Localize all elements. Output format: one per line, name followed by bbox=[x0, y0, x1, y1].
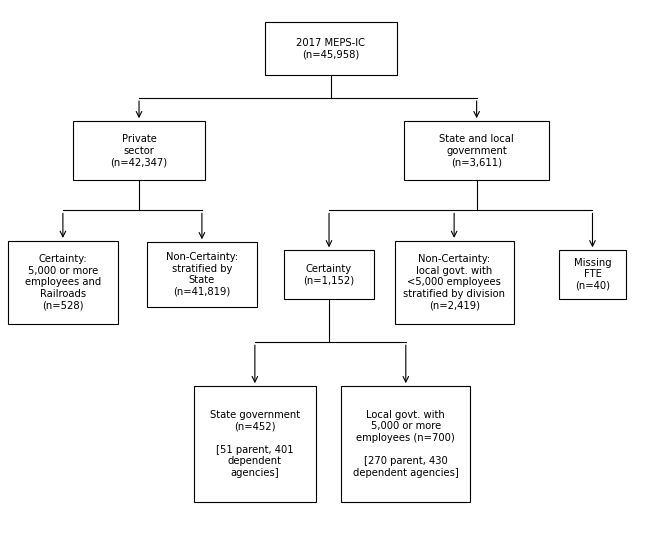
FancyBboxPatch shape bbox=[8, 241, 118, 324]
Text: State and local
government
(n=3,611): State and local government (n=3,611) bbox=[440, 134, 514, 167]
FancyBboxPatch shape bbox=[395, 241, 514, 324]
Text: Certainty
(n=1,152): Certainty (n=1,152) bbox=[303, 264, 355, 285]
FancyBboxPatch shape bbox=[147, 242, 256, 307]
FancyBboxPatch shape bbox=[193, 386, 316, 501]
Text: Non-Certainty:
local govt. with
<5,000 employees
stratified by division
(n=2,419: Non-Certainty: local govt. with <5,000 e… bbox=[403, 254, 505, 310]
Text: 2017 MEPS-IC
(n=45,958): 2017 MEPS-IC (n=45,958) bbox=[297, 38, 365, 59]
Text: State government
(n=452)

[51 parent, 401
dependent
agencies]: State government (n=452) [51 parent, 401… bbox=[210, 410, 300, 478]
FancyBboxPatch shape bbox=[342, 386, 470, 501]
Text: Certainty:
5,000 or more
employees and
Railroads
(n=528): Certainty: 5,000 or more employees and R… bbox=[24, 254, 101, 310]
Text: Non-Certainty:
stratified by
State
(n=41,819): Non-Certainty: stratified by State (n=41… bbox=[166, 252, 238, 297]
Text: Missing
FTE
(n=40): Missing FTE (n=40) bbox=[574, 258, 611, 291]
Text: Private
sector
(n=42,347): Private sector (n=42,347) bbox=[111, 134, 167, 167]
Text: Local govt. with
5,000 or more
employees (n=700)

[270 parent, 430
dependent age: Local govt. with 5,000 or more employees… bbox=[353, 410, 459, 478]
FancyBboxPatch shape bbox=[559, 250, 626, 299]
FancyBboxPatch shape bbox=[404, 121, 549, 180]
FancyBboxPatch shape bbox=[265, 22, 397, 75]
FancyBboxPatch shape bbox=[73, 121, 205, 180]
FancyBboxPatch shape bbox=[285, 250, 373, 299]
